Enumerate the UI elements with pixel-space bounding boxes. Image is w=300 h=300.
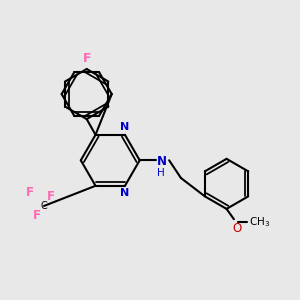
Text: C: C bbox=[40, 201, 47, 211]
Text: N: N bbox=[120, 188, 130, 198]
Text: CH$_3$: CH$_3$ bbox=[249, 215, 270, 229]
Text: F: F bbox=[33, 209, 41, 222]
Text: F: F bbox=[82, 52, 91, 64]
Text: F: F bbox=[26, 186, 34, 199]
Text: N: N bbox=[120, 122, 130, 133]
Text: N: N bbox=[158, 155, 167, 168]
Text: O: O bbox=[232, 222, 242, 235]
Text: F: F bbox=[47, 190, 55, 203]
Text: H: H bbox=[158, 168, 165, 178]
